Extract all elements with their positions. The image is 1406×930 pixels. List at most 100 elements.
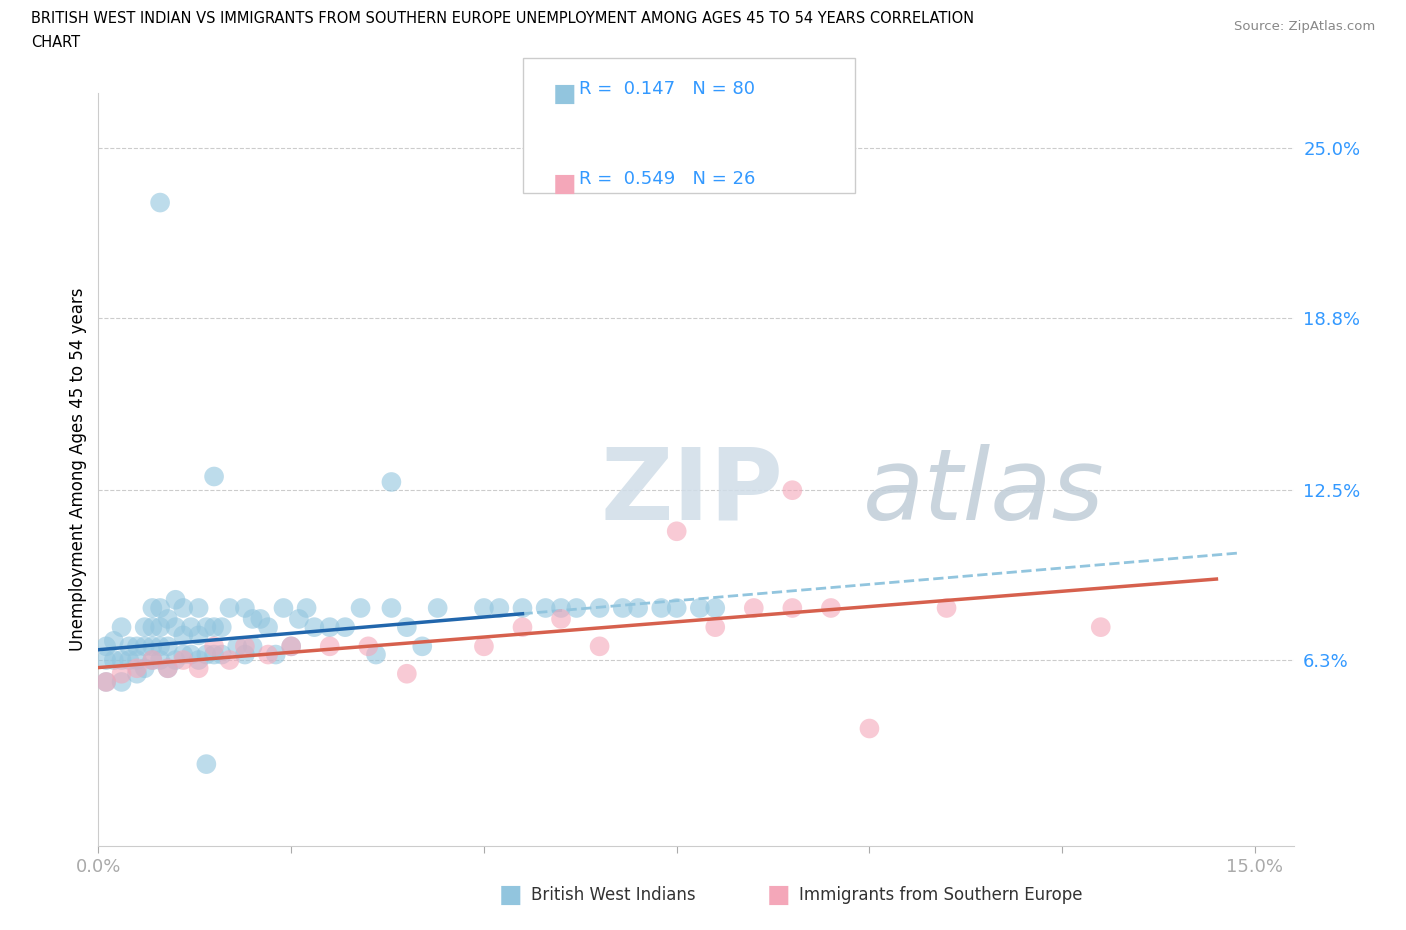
Point (395, 619, 418, 634)
Point (202, 639, 225, 654)
Point (858, 721, 880, 736)
Point (141, 639, 163, 654)
Point (550, 612, 572, 627)
Point (782, 601, 804, 616)
Text: R =  0.549   N = 26: R = 0.549 N = 26 (579, 170, 755, 188)
Point (319, 639, 342, 654)
Point (118, 639, 141, 654)
Text: ■: ■ (766, 883, 790, 907)
Point (187, 661, 209, 676)
Point (149, 195, 172, 210)
Point (141, 653, 163, 668)
Point (665, 601, 688, 616)
Point (125, 666, 148, 681)
Point (134, 619, 156, 634)
Point (257, 619, 280, 634)
Point (357, 639, 380, 654)
Point (349, 601, 371, 616)
Point (141, 653, 163, 668)
Point (233, 639, 256, 654)
Text: BRITISH WEST INDIAN VS IMMIGRANTS FROM SOUTHERN EUROPE UNEMPLOYMENT AMONG AGES 4: BRITISH WEST INDIAN VS IMMIGRANTS FROM S… (31, 11, 974, 26)
Point (395, 666, 418, 681)
Y-axis label: Unemployment Among Ages 45 to 54 years: Unemployment Among Ages 45 to 54 years (69, 288, 87, 651)
Point (288, 612, 311, 627)
Point (187, 628, 209, 643)
Point (165, 619, 187, 634)
Point (110, 619, 132, 634)
Point (257, 647, 280, 662)
Point (172, 653, 194, 668)
Point (280, 639, 302, 654)
Point (380, 601, 402, 616)
Point (195, 619, 218, 634)
Point (280, 639, 302, 654)
Point (110, 653, 132, 668)
Point (172, 628, 194, 643)
Point (125, 661, 148, 676)
Point (141, 619, 163, 634)
Point (94, 653, 117, 668)
Point (94, 674, 117, 689)
Text: atlas: atlas (863, 444, 1105, 540)
Point (782, 483, 804, 498)
Point (488, 601, 510, 616)
Point (165, 592, 187, 607)
Point (218, 601, 240, 616)
Point (242, 639, 264, 654)
Text: Source: ZipAtlas.com: Source: ZipAtlas.com (1234, 20, 1375, 33)
Point (103, 633, 125, 648)
Point (141, 601, 163, 616)
Text: ZIP: ZIP (600, 444, 783, 540)
Point (295, 601, 318, 616)
Point (249, 612, 271, 627)
Text: Immigrants from Southern Europe: Immigrants from Southern Europe (799, 885, 1083, 904)
Point (550, 601, 572, 616)
Point (472, 601, 495, 616)
Point (319, 619, 342, 634)
Point (202, 619, 225, 634)
Point (512, 619, 534, 634)
Point (134, 639, 156, 654)
Point (226, 639, 249, 654)
Point (426, 601, 449, 616)
Text: ■: ■ (499, 883, 523, 907)
Point (134, 661, 156, 676)
Point (125, 639, 148, 654)
Text: ■: ■ (553, 82, 576, 106)
Point (472, 639, 495, 654)
Point (156, 661, 179, 676)
Point (149, 619, 172, 634)
Point (820, 601, 842, 616)
Point (364, 647, 387, 662)
Point (704, 601, 727, 616)
Point (333, 619, 356, 634)
Point (103, 653, 125, 668)
Point (233, 601, 256, 616)
Point (411, 639, 433, 654)
Point (125, 653, 148, 668)
Point (149, 653, 172, 668)
Point (935, 601, 957, 616)
Point (172, 647, 194, 662)
Point (380, 474, 402, 489)
Point (534, 601, 557, 616)
Point (233, 647, 256, 662)
Text: CHART: CHART (31, 35, 80, 50)
Text: ■: ■ (553, 172, 576, 196)
Point (588, 639, 610, 654)
Point (202, 647, 225, 662)
Point (304, 619, 326, 634)
Point (110, 666, 132, 681)
Point (612, 601, 634, 616)
Point (180, 619, 202, 634)
Text: British West Indians: British West Indians (531, 885, 696, 904)
Point (627, 601, 650, 616)
Point (165, 653, 187, 668)
Point (149, 639, 172, 654)
Point (742, 601, 765, 616)
Point (264, 647, 287, 662)
Point (187, 653, 209, 668)
Point (187, 601, 209, 616)
Point (588, 601, 610, 616)
Point (1090, 619, 1112, 634)
